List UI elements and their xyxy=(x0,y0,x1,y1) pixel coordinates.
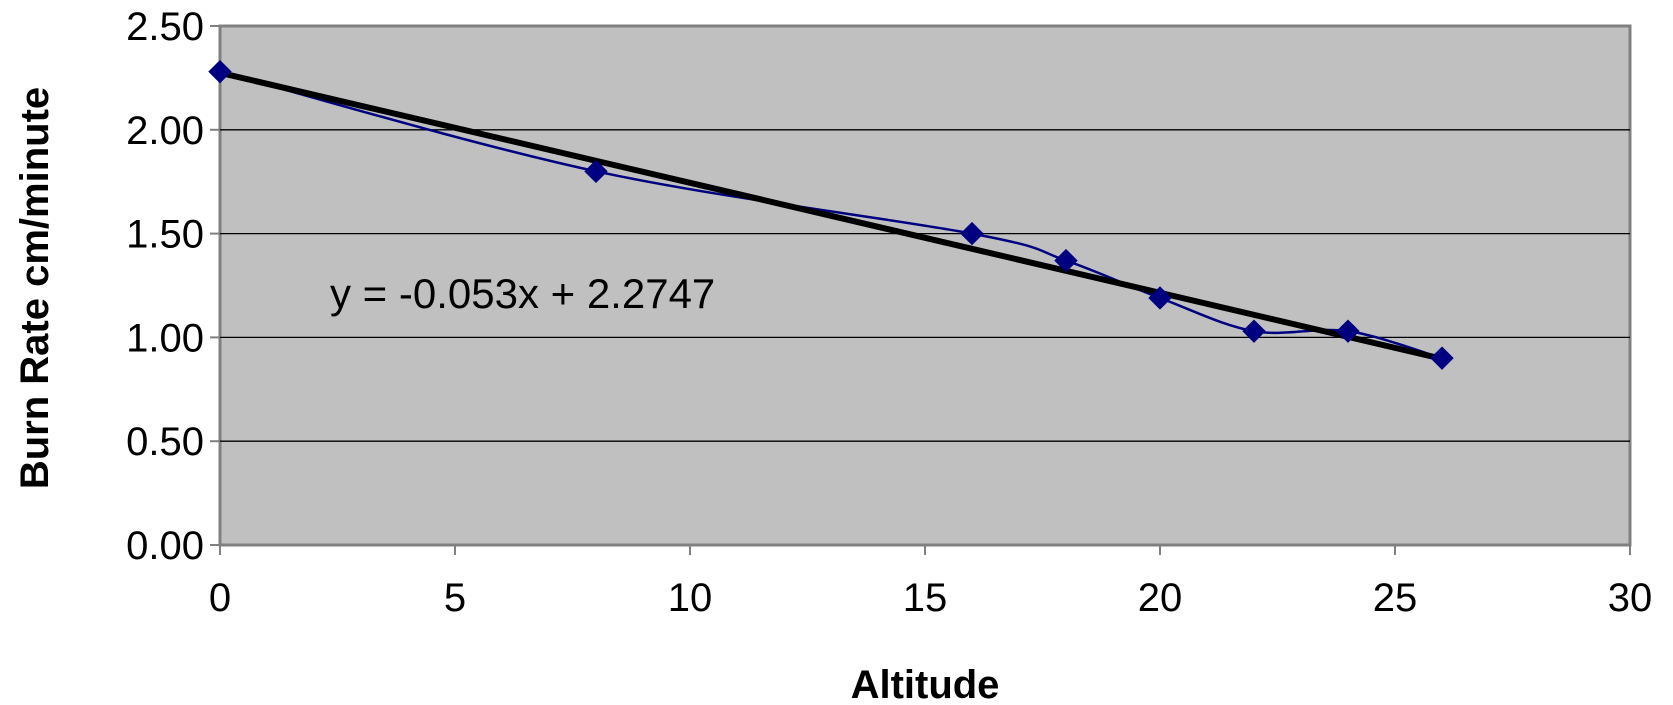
data-point xyxy=(208,59,232,84)
series-line xyxy=(219,70,1443,360)
y-tick-label: 1.50 xyxy=(126,213,204,257)
x-tick-label: 15 xyxy=(903,576,948,620)
x-tick-label: 0 xyxy=(209,576,231,620)
trendline-equation: y = -0.053x + 2.2747 xyxy=(330,270,715,317)
y-tick-label: 0.50 xyxy=(126,420,204,464)
x-tick-label: 10 xyxy=(668,576,713,620)
y-tick-label: 2.00 xyxy=(126,109,204,153)
x-axis-title: Altitude xyxy=(851,663,1000,705)
y-tick-label: 2.50 xyxy=(126,5,204,49)
data-point xyxy=(1148,286,1172,310)
x-tick-label: 5 xyxy=(444,576,466,620)
x-axis: 0 5 10 15 20 25 30 xyxy=(209,545,1652,620)
data-point xyxy=(1430,346,1454,370)
y-tick-label: 0.00 xyxy=(126,524,204,568)
data-point xyxy=(1336,319,1360,343)
data-point xyxy=(960,221,984,246)
trendline-group xyxy=(219,69,1443,362)
plot-area xyxy=(218,24,1632,547)
y-axis-title: Burn Rate cm/minute xyxy=(13,87,57,489)
data-series xyxy=(219,70,1443,360)
data-markers xyxy=(208,59,1454,370)
x-tick-label: 20 xyxy=(1138,576,1183,620)
y-axis: 0.00 0.50 1.00 1.50 2.00 2.50 xyxy=(126,5,220,568)
data-point xyxy=(1054,248,1078,273)
x-tick-label: 25 xyxy=(1373,576,1418,620)
x-tick-label: 30 xyxy=(1608,576,1653,620)
gridlines xyxy=(220,129,1630,442)
data-point xyxy=(584,159,608,184)
data-point xyxy=(1242,319,1266,343)
y-tick-label: 1.00 xyxy=(126,316,204,360)
trendline xyxy=(219,69,1443,362)
